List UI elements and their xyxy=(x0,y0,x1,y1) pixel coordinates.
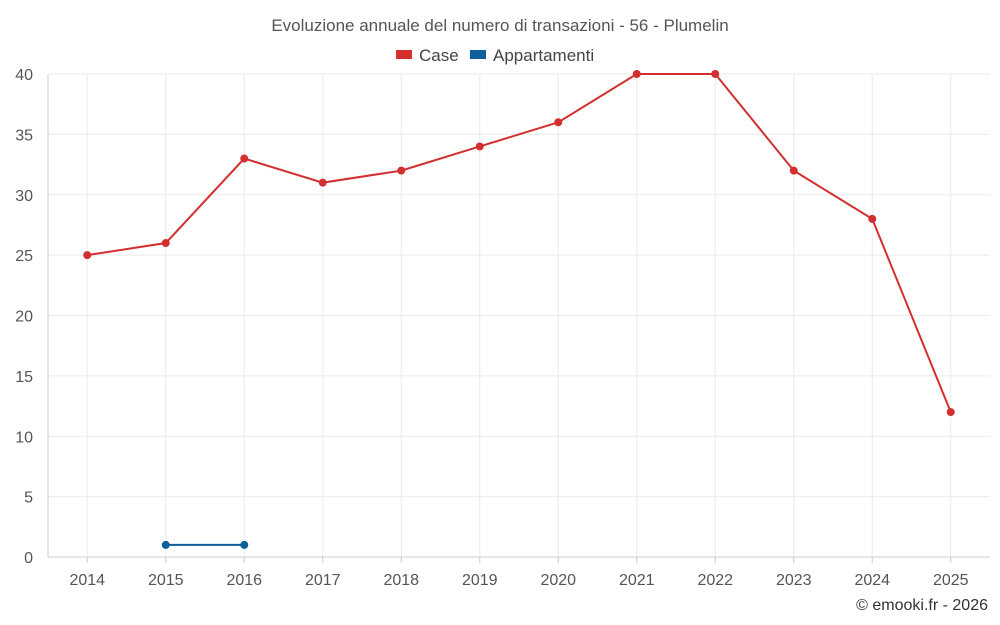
y-tick-label: 5 xyxy=(24,490,33,507)
data-point-case-2021[interactable] xyxy=(632,70,641,78)
data-point-case-2017[interactable] xyxy=(318,178,327,187)
x-tick-label: 2014 xyxy=(69,572,105,589)
y-tick-label: 10 xyxy=(15,429,33,446)
x-tick-label: 2024 xyxy=(854,572,890,589)
x-tick-label: 2025 xyxy=(933,572,969,589)
x-tick-label: 2020 xyxy=(540,572,576,589)
data-point-case-2020[interactable] xyxy=(554,118,563,127)
y-tick-label: 0 xyxy=(24,550,33,567)
data-point-case-2016[interactable] xyxy=(240,154,249,163)
data-point-case-2014[interactable] xyxy=(83,251,92,260)
chart-title: Evoluzione annuale del numero di transaz… xyxy=(271,16,728,35)
x-tick-label: 2019 xyxy=(462,572,498,589)
legend: Case Appartamenti xyxy=(396,46,594,65)
series-appartamenti xyxy=(161,540,249,549)
x-tick-label: 2015 xyxy=(148,572,184,589)
y-tick-label: 25 xyxy=(15,248,33,265)
y-tick-label: 15 xyxy=(15,369,33,386)
x-tick-label: 2017 xyxy=(305,572,341,589)
data-point-case-2018[interactable] xyxy=(397,166,406,175)
axes xyxy=(47,74,990,558)
series-line-case xyxy=(87,73,952,413)
data-point-appartamenti-2015[interactable] xyxy=(161,540,170,549)
y-tick-label: 20 xyxy=(15,309,33,326)
series-case xyxy=(83,70,955,417)
legend-label-case[interactable]: Case xyxy=(419,46,459,65)
legend-swatch-case[interactable] xyxy=(396,50,412,59)
x-tick-label: 2022 xyxy=(697,572,733,589)
y-axis-ticks: 0 5 10 15 20 25 30 35 40 xyxy=(15,67,33,567)
legend-swatch-appartamenti[interactable] xyxy=(470,50,486,59)
grid xyxy=(48,73,990,557)
x-tick-label: 2016 xyxy=(226,572,262,589)
x-tick-label: 2018 xyxy=(383,572,419,589)
data-point-appartamenti-2016[interactable] xyxy=(240,540,249,549)
x-tick-label: 2021 xyxy=(619,572,655,589)
x-tick-label: 2023 xyxy=(776,572,812,589)
series-group xyxy=(83,70,955,549)
data-point-case-2024[interactable] xyxy=(868,214,877,223)
y-tick-label: 35 xyxy=(15,127,33,144)
data-point-case-2015[interactable] xyxy=(161,239,170,248)
x-axis-ticks: 2014 2015 2016 2017 2018 2019 2020 2021 2022 2023… xyxy=(69,557,969,589)
data-point-case-2022[interactable] xyxy=(711,70,720,78)
data-point-case-2025[interactable] xyxy=(946,408,955,417)
y-tick-label: 30 xyxy=(15,188,33,205)
y-tick-label: 40 xyxy=(15,67,33,84)
data-point-case-2023[interactable] xyxy=(789,166,798,175)
data-point-case-2019[interactable] xyxy=(475,142,484,151)
chart-credit: © emooki.fr - 2026 xyxy=(856,597,988,614)
legend-label-appartamenti[interactable]: Appartamenti xyxy=(493,46,594,65)
